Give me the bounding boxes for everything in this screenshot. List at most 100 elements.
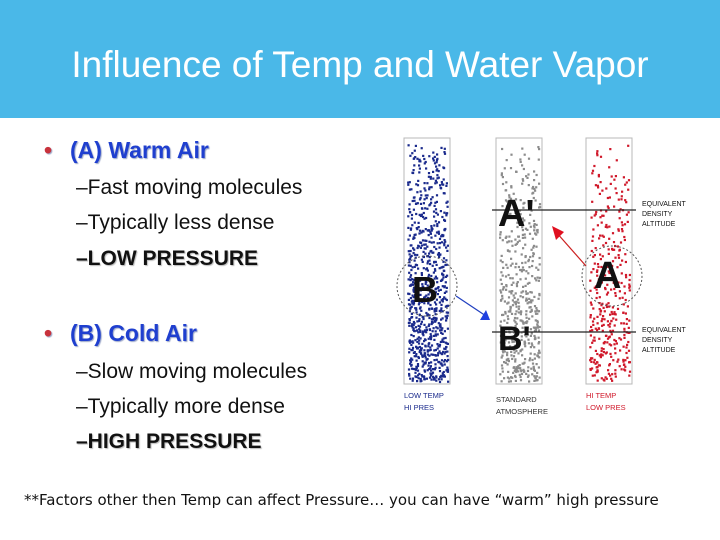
molecule-dot — [410, 367, 414, 370]
molecule-dot — [524, 277, 527, 280]
molecule-dot — [592, 268, 595, 271]
molecule-dot — [443, 219, 446, 222]
molecule-dot — [439, 340, 442, 343]
molecule-dot — [615, 159, 618, 162]
molecule-dot — [435, 317, 438, 320]
molecule-dot — [507, 296, 511, 299]
molecule-dot — [431, 372, 434, 375]
molecule-dot — [593, 254, 596, 257]
molecule-dot — [441, 338, 444, 341]
molecule-dot — [615, 318, 618, 321]
molecule-dot — [428, 256, 431, 259]
molecule-dot — [410, 300, 413, 303]
molecule-dot — [500, 254, 503, 257]
molecule-dot — [534, 277, 537, 280]
molecule-dot — [518, 305, 521, 308]
molecule-dot — [415, 264, 419, 267]
molecule-dot — [604, 274, 607, 277]
molecule-dot — [442, 234, 445, 237]
molecule-dot — [516, 317, 519, 320]
molecule-dot — [522, 179, 525, 182]
molecule-dot — [610, 377, 613, 380]
molecule-dot — [530, 309, 533, 313]
molecule-dot — [418, 314, 421, 317]
molecule-dot — [521, 164, 524, 167]
molecule-dot — [589, 367, 592, 371]
molecule-dot — [622, 363, 626, 366]
molecule-dot — [624, 298, 627, 302]
molecule-dot — [411, 171, 414, 174]
molecule-dot — [589, 359, 592, 362]
molecule-dot — [417, 356, 420, 360]
molecule-dot — [538, 203, 542, 206]
molecule-dot — [532, 365, 535, 368]
molecule-dot — [423, 296, 426, 299]
molecule-dot — [438, 242, 441, 245]
molecule-dot — [417, 303, 420, 306]
molecule-dot — [501, 313, 504, 317]
molecule-dot — [520, 319, 523, 322]
molecule-dot — [427, 324, 430, 328]
molecule-dot — [605, 210, 608, 213]
molecule-dot — [595, 288, 598, 291]
molecule-dot — [416, 278, 419, 281]
molecule-dot — [529, 291, 532, 294]
molecule-dot — [423, 361, 426, 364]
molecule-dot — [418, 325, 422, 328]
molecule-dot — [429, 346, 432, 349]
molecule-dot — [621, 230, 624, 233]
molecule-dot — [520, 338, 523, 341]
molecule-dot — [526, 375, 530, 378]
molecule-dot — [435, 307, 438, 310]
molecule-dot — [430, 225, 433, 228]
molecule-dot — [429, 333, 432, 336]
molecule-dot — [527, 184, 530, 187]
molecule-dot — [413, 248, 416, 251]
molecule-dot — [433, 338, 436, 341]
molecule-dot — [429, 336, 432, 339]
molecule-dot — [419, 293, 422, 296]
molecule-dot — [535, 279, 538, 282]
molecule-dot — [614, 256, 617, 259]
molecule-dot — [443, 347, 446, 350]
molecule-dot — [626, 343, 629, 346]
molecule-dot — [521, 233, 524, 236]
molecule-dot — [437, 170, 440, 173]
molecule-dot — [444, 281, 447, 284]
molecule-dot — [430, 297, 433, 300]
molecule-dot — [424, 243, 427, 246]
molecule-dot — [445, 201, 448, 204]
molecule-dot — [431, 264, 434, 267]
molecule-dot — [417, 377, 420, 380]
molecule-dot — [502, 266, 505, 269]
molecule-dot — [514, 238, 517, 241]
molecule-dot — [589, 316, 592, 319]
molecule-dot — [418, 345, 422, 349]
molecule-dot — [608, 343, 611, 346]
molecule-dot — [411, 348, 414, 352]
molecule-dot — [443, 242, 446, 245]
molecule-dot — [430, 361, 433, 364]
molecule-dot — [439, 210, 442, 213]
molecule-dot — [426, 260, 430, 263]
molecule-dot — [430, 201, 433, 204]
molecule-dot — [513, 346, 516, 349]
molecule-dot — [435, 375, 438, 378]
molecule-dot — [520, 270, 523, 273]
molecule-dot — [428, 252, 431, 255]
molecule-dot — [622, 358, 625, 361]
molecule-dot — [411, 152, 414, 155]
molecule-dot — [527, 157, 531, 160]
molecule-dot — [501, 176, 504, 179]
molecule-dot — [421, 332, 424, 335]
molecule-dot — [513, 319, 516, 322]
molecule-dot — [605, 187, 608, 190]
molecule-dot — [603, 267, 606, 270]
molecule-dot — [430, 318, 433, 321]
molecule-dot — [502, 351, 505, 354]
molecule-dot — [603, 318, 606, 321]
molecule-dot — [516, 281, 519, 284]
molecule-dot — [598, 302, 601, 305]
molecule-dot — [526, 369, 530, 372]
molecule-dot — [599, 258, 602, 261]
